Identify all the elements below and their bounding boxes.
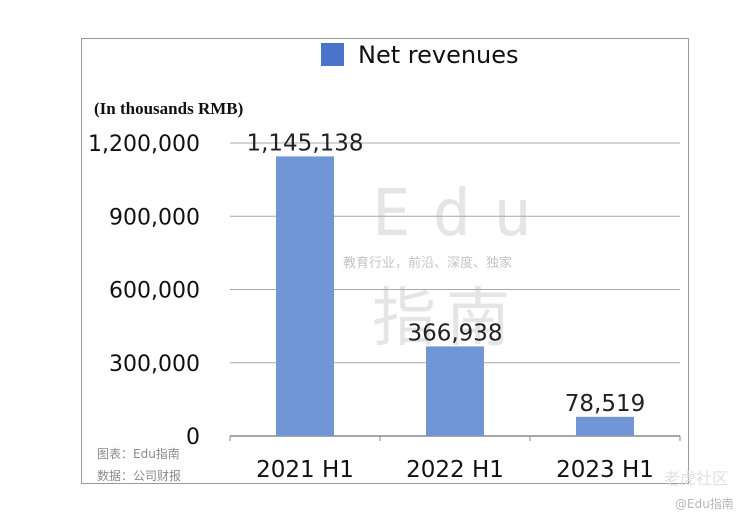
y-tick-label: 300,000 (109, 352, 200, 377)
y-tick-label: 0 (186, 425, 200, 450)
data-label: 366,938 (407, 320, 502, 346)
footer-site-label: 老虎社区 (664, 469, 728, 488)
watermark-brand-cn: 指南 (372, 282, 520, 356)
footer-handle: @Edu指南 (675, 496, 734, 511)
x-category-label: 2023 H1 (556, 457, 654, 483)
bar (276, 156, 334, 436)
y-axis-ticks: 0 300,000 600,000 900,000 1,200,000 (88, 132, 200, 450)
y-tick-label: 1,200,000 (88, 132, 200, 157)
data-label: 1,145,138 (246, 130, 363, 156)
legend-label: Net revenues (358, 41, 519, 69)
watermark-tagline: 教育行业，前沿、深度、独家 (343, 255, 512, 271)
source-data-note: 数据：公司财报 (97, 468, 181, 483)
source-chart-note: 图表：Edu指南 (97, 446, 180, 461)
data-labels: 1,145,138 366,938 78,519 (246, 130, 645, 416)
x-axis-categories: 2021 H1 2022 H1 2023 H1 (256, 457, 654, 483)
legend-swatch (321, 43, 344, 66)
x-category-label: 2022 H1 (406, 457, 504, 483)
x-category-label: 2021 H1 (256, 457, 354, 483)
y-tick-label: 900,000 (109, 205, 200, 230)
bars (276, 156, 634, 436)
watermark-brand: Edu (372, 177, 554, 251)
chart-frame (81, 38, 689, 484)
y-tick-label: 600,000 (109, 279, 200, 304)
data-label: 78,519 (565, 391, 645, 417)
y-axis-unit-label: (In thousands RMB) (94, 99, 243, 118)
watermark: Edu 教育行业，前沿、深度、独家 指南 (343, 177, 554, 356)
bar (426, 346, 484, 436)
bar (576, 416, 634, 436)
